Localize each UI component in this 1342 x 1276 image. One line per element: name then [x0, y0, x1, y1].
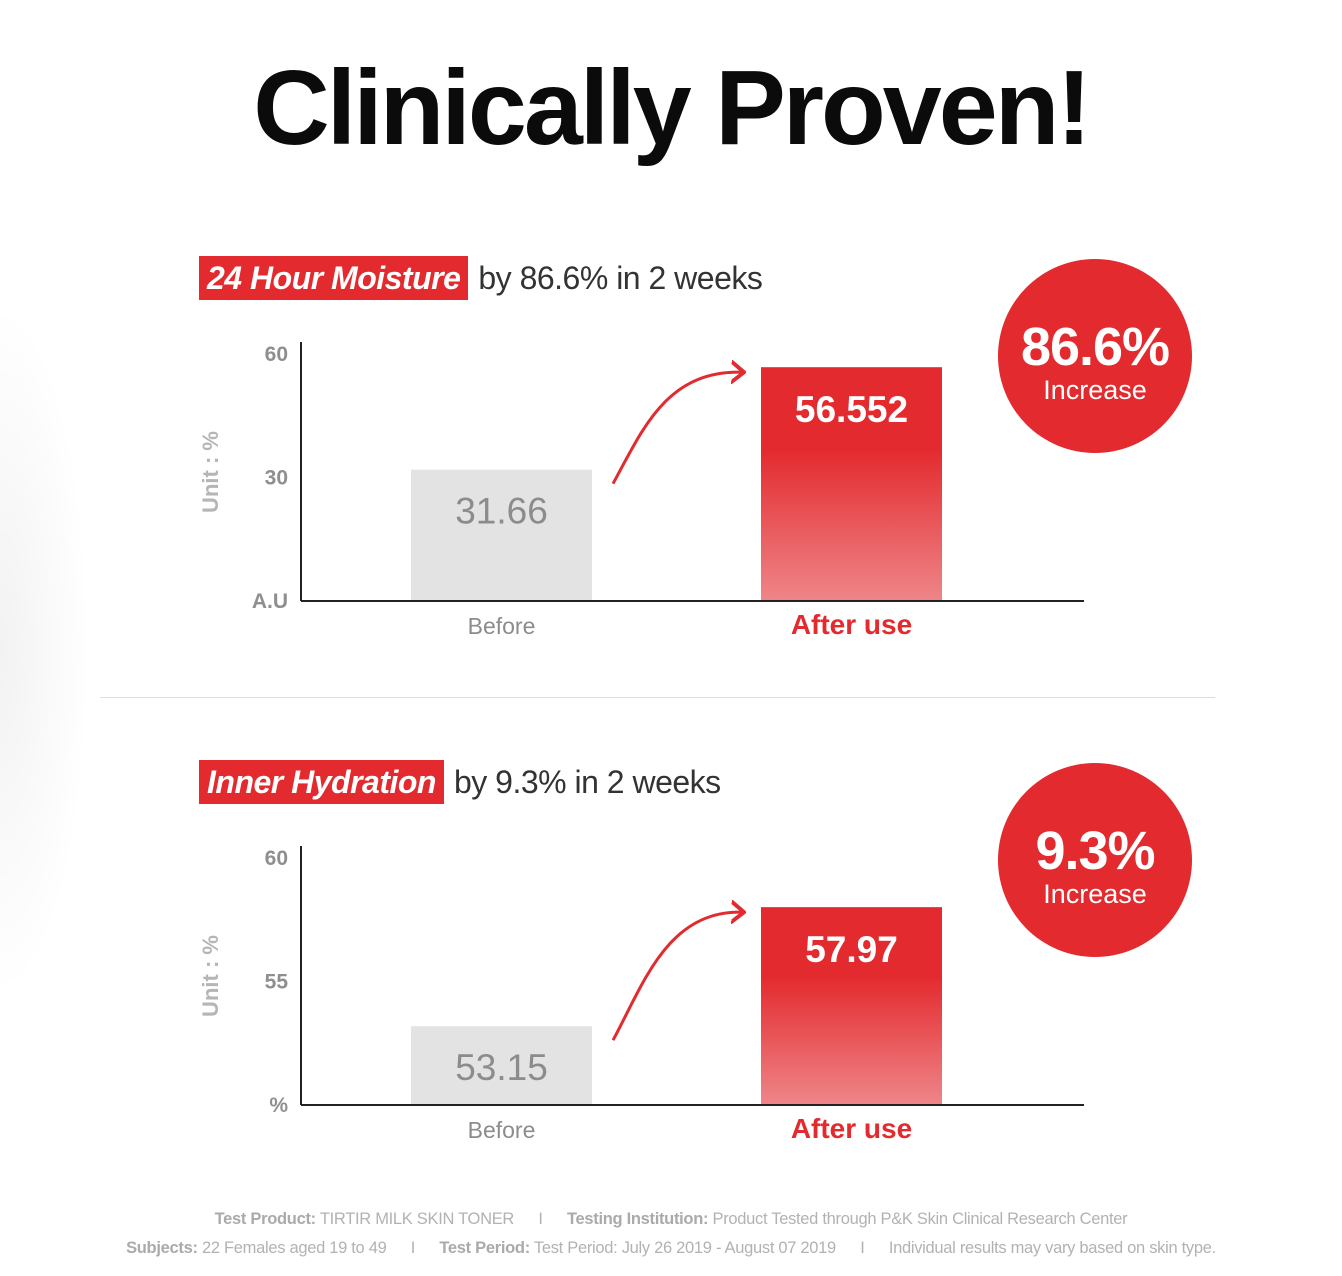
footer-label: Test Period:: [439, 1239, 530, 1257]
page-title: Clinically Proven!: [253, 49, 1092, 167]
x-label-before: Before: [468, 613, 536, 639]
badge-value: 86.6%: [1021, 317, 1169, 377]
footer-separator: I: [538, 1210, 543, 1228]
y-tick-label: 55: [265, 971, 289, 994]
bar-before: [411, 1026, 592, 1104]
footer-disclaimer: Individual results may vary based on ski…: [888, 1239, 1216, 1257]
side-shadow: [0, 300, 90, 1000]
after-value-label: 56.552: [795, 389, 908, 430]
increase-arrow: [611, 372, 742, 485]
footer-value: 22 Females aged 19 to 49: [201, 1239, 387, 1257]
footer-value: Test Period: July 26 2019 - August 07 20…: [533, 1239, 836, 1257]
chart-heading-hydration: Inner Hydration by 9.3% in 2 weeks: [199, 760, 721, 804]
y-tick-label: %: [269, 1094, 288, 1117]
heading-tag: 24 Hour Moisture: [199, 256, 469, 300]
before-value-label: 53.15: [455, 1047, 548, 1088]
footer-value: TIRTIR MILK SKIN TONER: [319, 1210, 515, 1228]
bar-before: [411, 469, 592, 600]
heading-subtitle: by 9.3% in 2 weeks: [453, 763, 721, 800]
chart-moisture: Unit : % 60 30 A.U 31.66 Before 56.552 After us…: [198, 259, 1192, 640]
heading-subtitle: by 86.6% in 2 weeks: [478, 259, 763, 296]
x-label-after: After use: [791, 1113, 912, 1144]
y-tick-label: 30: [265, 467, 288, 490]
badge-value: 9.3%: [1035, 821, 1154, 881]
chart-heading-moisture: 24 Hour Moisture by 86.6% in 2 weeks: [199, 256, 763, 300]
y-tick-label: A.U: [252, 590, 288, 613]
footer-separator: I: [860, 1239, 865, 1257]
bar-after: [761, 907, 942, 1104]
footer-label: Subjects:: [126, 1239, 198, 1257]
increase-badge: [998, 763, 1192, 957]
footer-line-2: Subjects: 22 Females aged 19 to 49 I Tes…: [0, 1239, 1342, 1258]
footer-separator: I: [410, 1239, 416, 1257]
y-axis-label: Unit : %: [198, 935, 223, 1017]
x-label-before: Before: [468, 1117, 536, 1143]
badge-label: Increase: [1043, 879, 1147, 909]
footer-label: Testing Institution:: [566, 1210, 709, 1228]
badge-label: Increase: [1043, 375, 1147, 405]
increase-badge: [998, 259, 1192, 453]
footer-value: Product Tested through P&K Skin Clinical…: [712, 1210, 1128, 1228]
footer-line-1: Test Product: TIRTIR MILK SKIN TONER I T…: [0, 1210, 1342, 1229]
after-value-label: 57.97: [805, 929, 898, 970]
x-label-after: After use: [791, 609, 912, 640]
footer-label: Test Product:: [214, 1210, 317, 1228]
increase-arrow: [611, 912, 742, 1041]
y-tick-label: 60: [265, 343, 288, 366]
before-value-label: 31.66: [455, 491, 548, 532]
chart-hydration: Unit : % 60 55% 53.15 Before 57.97 After use 9.…: [198, 763, 1192, 1144]
y-tick-label: 60: [265, 847, 288, 870]
bar-after: [761, 367, 942, 600]
heading-tag: Inner Hydration: [199, 760, 444, 804]
y-axis-label: Unit : %: [198, 431, 223, 513]
section-divider: [100, 697, 1215, 698]
